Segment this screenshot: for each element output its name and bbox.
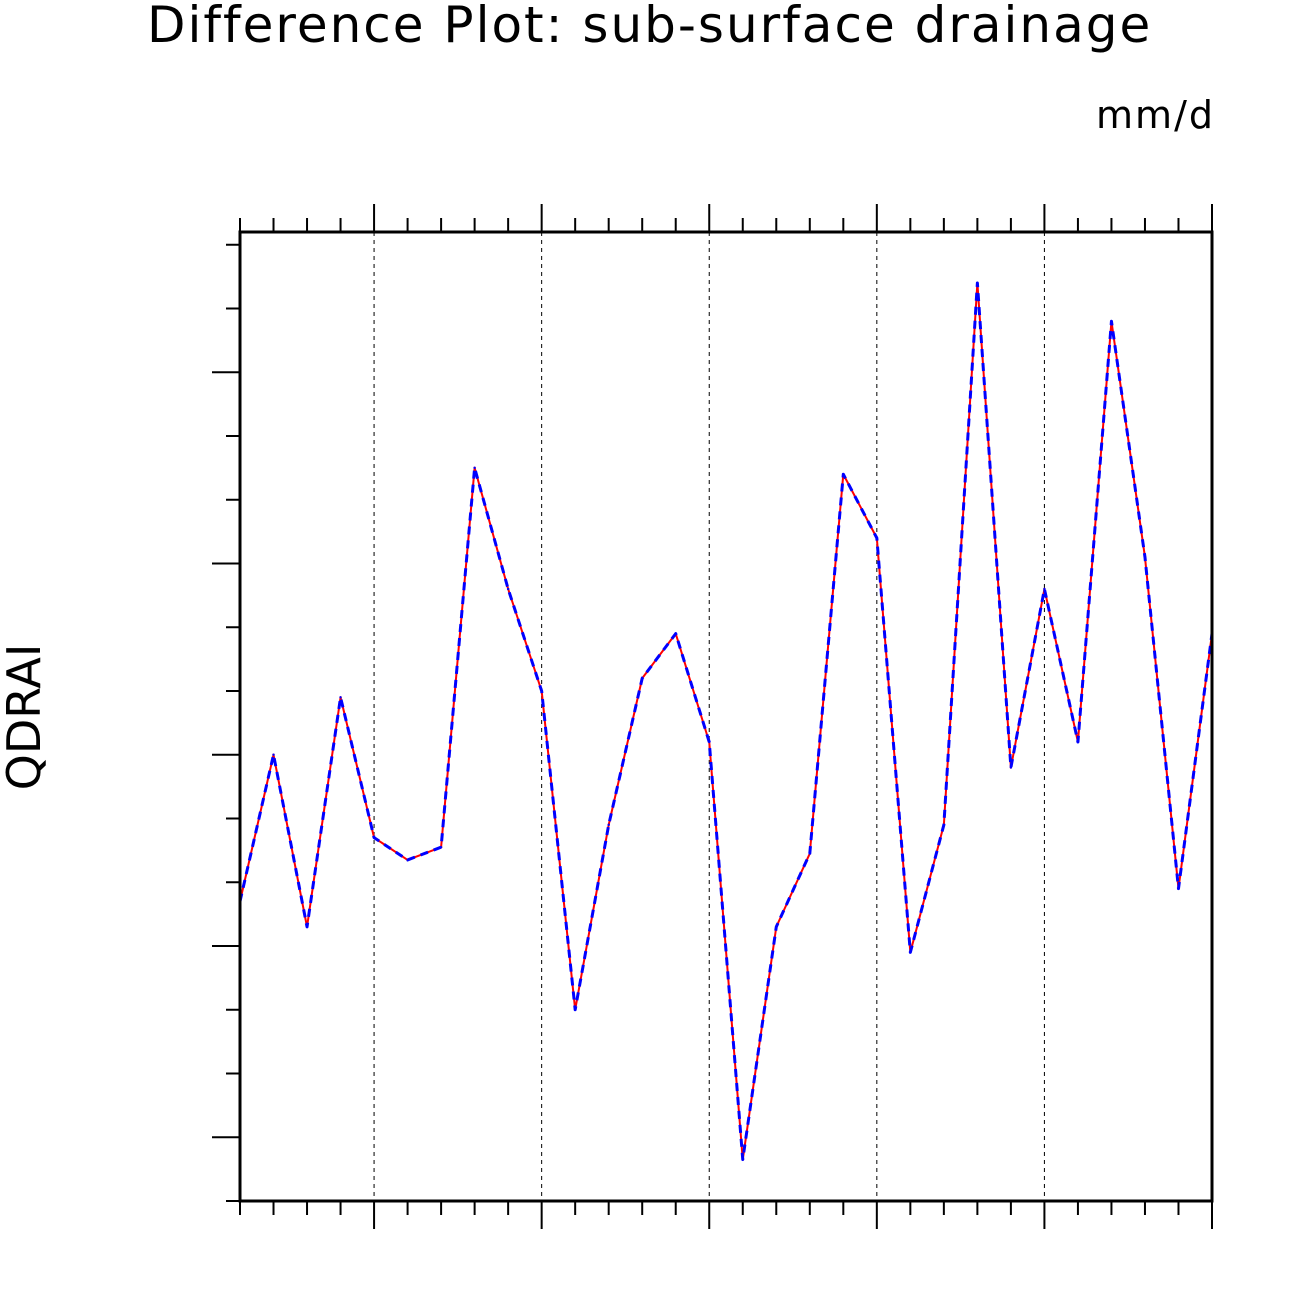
data-point-1-2064 [1009,766,1013,769]
data-point-1-2048 [473,466,476,470]
series-group [238,281,1214,1162]
data-point-1-2055 [708,740,711,744]
grid-lines [373,232,1045,1201]
data-point-1-2057 [775,925,778,929]
series-line-blue-dashed [238,281,1214,1162]
data-point-1-2060 [875,536,879,540]
data-point-1-2065 [1043,587,1046,591]
data-point-1-2043 [305,925,309,929]
series-line-red-solid [239,282,1213,1161]
y-axis-label: QDRAI [0,644,51,791]
data-point-1-2062 [942,823,946,827]
data-point-1-2049 [506,587,510,591]
data-point-1-2068 [1143,555,1147,559]
data-point-1-2051 [573,1008,577,1011]
data-point-1-2042 [272,753,275,756]
data-point-1-2052 [607,823,610,827]
data-point-1-2054 [674,632,677,635]
data-point-1-2069 [1177,887,1180,890]
data-point-1-2066 [1076,740,1080,744]
data-point-1-2047 [439,845,443,849]
data-point-1-2061 [909,951,912,954]
chart-title: Difference Plot: sub-surface drainage [147,0,1152,54]
data-point-1-2044 [339,696,342,699]
data-point-1-2045 [372,836,376,839]
plot-frame [238,230,1214,1203]
data-point-1-2046 [406,858,409,862]
data-point-1-2067 [1110,320,1113,323]
data-point-1-2063 [976,281,979,285]
data-point-1-2053 [641,677,644,680]
data-point-1-2050 [540,689,543,693]
tick-marks [212,204,1213,1229]
data-point-1-2059 [842,473,845,476]
units-label: mm/d [1096,93,1215,137]
data-point-1-2058 [808,852,811,855]
data-point-1-2056 [741,1158,744,1161]
